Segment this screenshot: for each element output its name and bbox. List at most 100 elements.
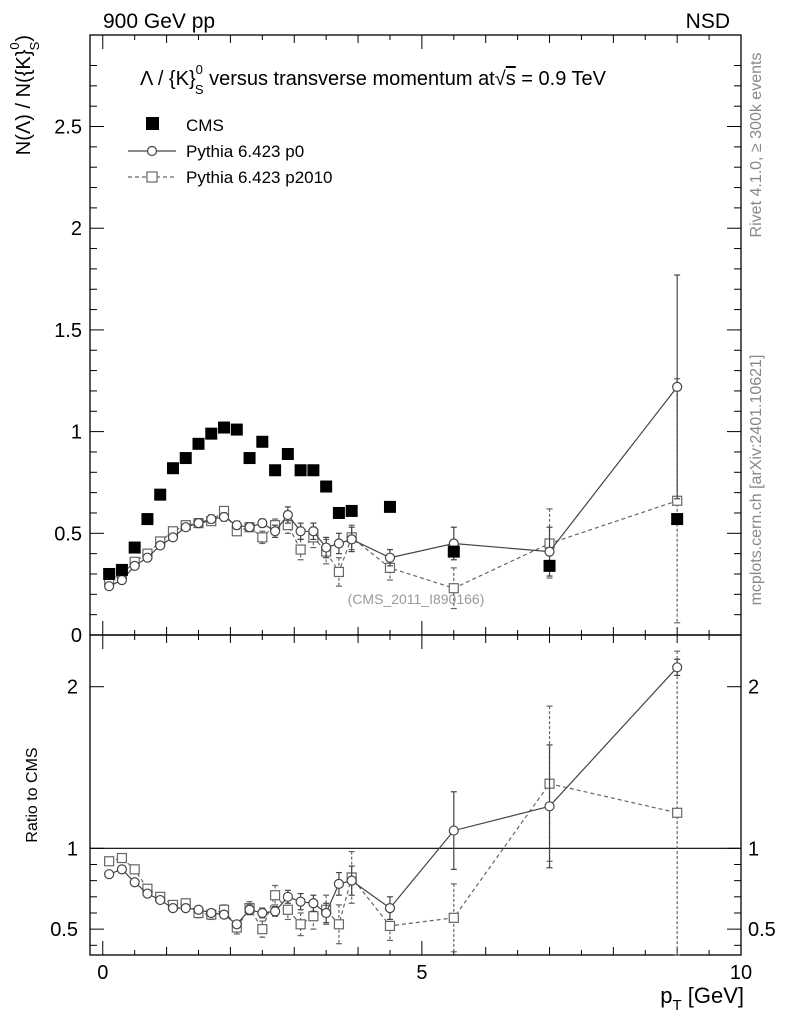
legend-label-p0: Pythia 6.423 p0 (186, 142, 304, 161)
main-p0-point (142, 552, 153, 563)
main-p0-point (244, 522, 255, 533)
main-cms-point (154, 488, 167, 501)
main-p0-point (269, 526, 281, 537)
header-energy-label: 900 GeV pp (103, 10, 215, 33)
ratio-p0-point (269, 906, 281, 917)
ratio-y-tick-label: 2 (67, 677, 78, 699)
main-p0-point (257, 518, 268, 529)
main-cms-point (383, 500, 396, 513)
main-cms-point (166, 462, 179, 475)
legend-label-p2010: Pythia 6.423 p2010 (186, 168, 333, 187)
main-p0-point (218, 511, 230, 523)
main-cms-point (192, 437, 205, 450)
x-axis-label: pT [GeV] (660, 983, 744, 1014)
ratio-p0-point (282, 891, 293, 902)
main-cms-point (294, 464, 307, 477)
analysis-watermark: (CMS_2011_I890166) (348, 591, 485, 607)
ratio-p2010-point (448, 912, 459, 923)
main-y-tick-label: 2.5 (54, 117, 82, 139)
ratio-p0-point (308, 898, 319, 909)
rivet-version-label: Rivet 4.1.0, ≥ 300k events (748, 53, 765, 238)
main-p0-point (231, 520, 242, 531)
title-post: = 0.9 TeV (516, 68, 607, 90)
ratio-p2010-point (333, 919, 345, 930)
ratio-p0-point (384, 903, 396, 914)
main-cms-point (543, 559, 556, 572)
main-cms-point (205, 427, 218, 440)
title-s: s (506, 68, 516, 90)
ratio-p0-point (333, 878, 345, 889)
mcplots-reference-label: mcplots.cern.ch [arXiv:2401.10621] (748, 355, 765, 606)
ratio-p2010-point (129, 864, 140, 875)
ratio-p2010-point (282, 904, 293, 915)
ratio-p0-point (544, 801, 555, 812)
main-cms-point (128, 541, 141, 554)
main-y-tick-label: 0.5 (54, 523, 82, 545)
ratio-p2010-point (295, 919, 306, 930)
main-p0-point (321, 542, 332, 553)
ratio-p0-point (321, 907, 332, 919)
main-p0-point (282, 509, 293, 521)
ratio-p0-point (155, 894, 166, 906)
ratio-p2010-point (384, 920, 396, 932)
main-p0-point (346, 534, 357, 545)
ratio-p0-point (142, 888, 153, 899)
main-p0-point (384, 552, 396, 563)
legend: CMS Pythia 6.423 p0 Pythia 6.423 p2010 (128, 116, 333, 187)
ylabel-post: ) (13, 35, 35, 42)
main-p0-point (129, 560, 140, 571)
ratio-p0-point (206, 907, 217, 919)
ratio-p0-line (108, 666, 678, 926)
ratio-p2010-point (672, 807, 683, 818)
ratio-p0-point (244, 904, 255, 915)
main-cms-point (256, 435, 269, 448)
title-sub: S (195, 82, 204, 97)
main-p0-point (167, 532, 179, 543)
ylabel-sup: 0 (7, 42, 22, 49)
main-p0-point (295, 526, 306, 537)
ratio-y-tick-label-right: 0.5 (748, 919, 776, 941)
ratio-y-tick-label-right: 2 (748, 677, 759, 699)
main-p0-point (333, 538, 345, 549)
main-y-tick-label: 1.5 (54, 320, 82, 342)
main-cms-point (281, 447, 294, 460)
ratio-p0-point (231, 919, 242, 930)
main-cms-point (345, 504, 358, 517)
ratio-p2010-point (308, 911, 319, 922)
main-cms-point (447, 545, 460, 558)
main-p0-point (155, 540, 166, 551)
ratio-p0-point (257, 907, 268, 919)
main-p0-point (116, 574, 128, 586)
title-lambda-k: Λ / {K} (140, 68, 196, 90)
ratio-p0-point (180, 903, 191, 914)
main-y-tick-label: 1 (71, 422, 82, 444)
main-cms-point (307, 464, 320, 477)
main-cms-point (332, 506, 345, 519)
main-p2010-line (108, 500, 678, 589)
main-y-tick-label: 2 (71, 218, 82, 240)
legend-marker-cms (146, 117, 159, 130)
main-p0-point (672, 381, 683, 392)
main-cms-point (230, 423, 243, 436)
main-cms-point (269, 464, 282, 477)
ratio-y-tick-label: 0.5 (50, 919, 78, 941)
main-y-axis-label: N(Λ) / N({K}0 S) (7, 35, 42, 155)
main-p0-point (308, 526, 319, 537)
xlabel-unit: [GeV] (682, 983, 744, 1008)
main-p0-point (193, 518, 204, 529)
ratio-p0-point (116, 864, 128, 875)
main-cms-point (243, 452, 256, 465)
main-p2010-point (448, 583, 459, 594)
ratio-p0-point (448, 825, 459, 836)
x-tick-label: 10 (730, 962, 752, 984)
ratio-y-tick-label: 1 (67, 838, 78, 860)
main-cms-point (141, 513, 154, 526)
main-cms-point (671, 513, 684, 526)
ratio-p0-point (104, 869, 115, 880)
ratio-p0-point (218, 909, 230, 920)
x-tick-label: 5 (416, 962, 427, 984)
main-p2010-point (295, 544, 306, 555)
title-sqrt: √ (495, 68, 506, 90)
title-sup: 0 (196, 62, 203, 77)
ratio-p2010-point (257, 924, 268, 935)
